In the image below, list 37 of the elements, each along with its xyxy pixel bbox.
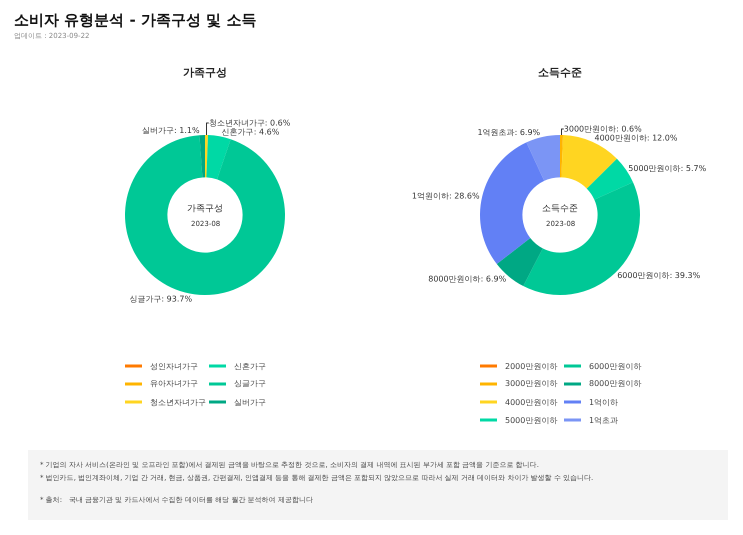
data-label: 4000만원이하: 12.0% — [594, 134, 678, 143]
legend-label: 신혼가구 — [234, 362, 266, 371]
legend-label: 청소년자녀가구 — [150, 398, 206, 407]
legend-label: 1억이하 — [589, 398, 618, 407]
donut-slice — [205, 135, 208, 178]
text: 소득수준 — [542, 204, 578, 214]
data-label: 싱글가구: 93.7% — [129, 294, 192, 304]
text: 소비자 유형분석 - 가족구성 및 소득 — [14, 11, 256, 29]
legend-label: 4000만원이하 — [505, 398, 558, 407]
legend-label: 유아자녀가구 — [150, 379, 198, 388]
donut-slice — [526, 135, 560, 181]
data-label: 1억원이하: 28.6% — [412, 191, 480, 200]
legend-label: 2000만원이하 — [505, 362, 558, 371]
data-label: 청소년자녀가구: 0.6% — [208, 118, 291, 128]
legend-label: 3000만원이하 — [505, 379, 558, 388]
data-label: 6000만원이하: 39.3% — [617, 271, 701, 280]
legend-label: 성인자녀가구 — [150, 362, 198, 371]
data-label: 8000만원이하: 6.9% — [428, 274, 507, 284]
legend-label: 싱글가구 — [234, 379, 266, 388]
donut-slice — [480, 142, 544, 264]
data-label: 1억원초과: 6.9% — [477, 128, 541, 138]
chart-title: 가족구성 — [183, 66, 227, 79]
legend-label: 1억초과 — [589, 416, 618, 425]
legend-label: 8000만원이하 — [589, 379, 642, 388]
legend-label: 실버가구 — [234, 398, 266, 407]
data-label: 실버가구: 1.1% — [142, 126, 200, 136]
donut-slice — [199, 135, 205, 178]
legend-label: 5000만원이하 — [505, 416, 558, 425]
text: 가족구성 — [187, 204, 223, 214]
data-label: 신혼가구: 4.6% — [222, 127, 280, 136]
data-label: 5000만원이하: 5.7% — [628, 164, 707, 173]
chart-title: 소득수준 — [538, 66, 582, 79]
donut-slice — [560, 135, 564, 178]
donut-slice — [206, 135, 231, 180]
data-label: 3000만원이하: 0.6% — [564, 124, 642, 134]
donut-slice — [125, 135, 285, 295]
legend-label: 6000만원이하 — [589, 362, 642, 371]
